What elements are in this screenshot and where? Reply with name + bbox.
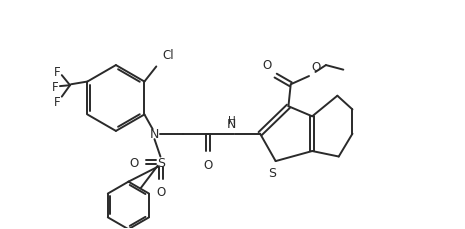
Text: O: O	[157, 185, 166, 198]
Text: O: O	[262, 59, 272, 72]
Text: N: N	[150, 128, 159, 141]
Text: Cl: Cl	[163, 48, 174, 61]
Text: S: S	[268, 166, 276, 179]
Text: F: F	[54, 66, 60, 79]
Text: S: S	[157, 156, 166, 169]
Text: F: F	[54, 95, 60, 108]
Text: O: O	[203, 158, 213, 171]
Text: O: O	[312, 61, 321, 74]
Text: O: O	[129, 156, 139, 169]
Text: N: N	[227, 117, 236, 130]
Text: F: F	[52, 81, 59, 94]
Text: H: H	[228, 115, 236, 125]
